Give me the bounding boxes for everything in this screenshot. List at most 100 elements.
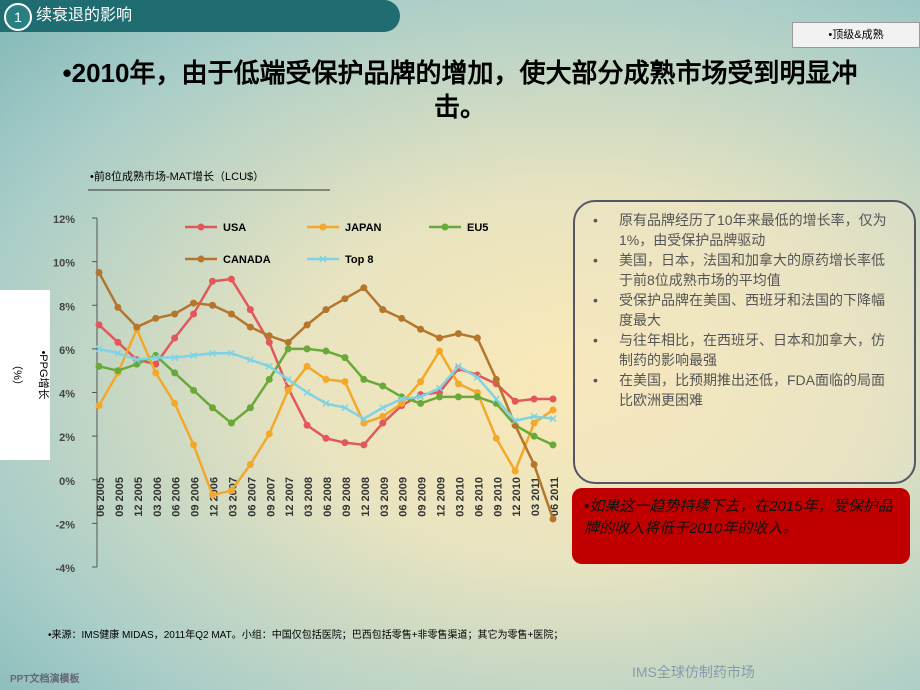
point bbox=[265, 332, 273, 340]
series-line bbox=[98, 347, 554, 446]
point bbox=[492, 434, 500, 442]
point bbox=[246, 356, 254, 364]
point bbox=[341, 404, 349, 412]
point bbox=[417, 378, 425, 386]
y-tick-label: -4% bbox=[55, 563, 75, 575]
point bbox=[190, 441, 198, 449]
point bbox=[436, 334, 443, 342]
point bbox=[341, 378, 349, 386]
x-tick-label: 03 2007 bbox=[227, 477, 239, 517]
point bbox=[209, 491, 216, 499]
point bbox=[360, 375, 368, 383]
legend-label: Top 8 bbox=[345, 254, 374, 266]
point bbox=[209, 277, 216, 285]
point bbox=[511, 397, 519, 405]
x-tick-label: 12 2010 bbox=[511, 477, 523, 517]
legend-marker bbox=[197, 255, 205, 263]
point bbox=[265, 375, 273, 383]
point bbox=[322, 306, 330, 314]
point bbox=[492, 395, 500, 403]
point bbox=[171, 369, 179, 377]
point bbox=[379, 412, 387, 420]
y-tick-label: 2% bbox=[59, 432, 75, 444]
x-tick-label: 06 2007 bbox=[246, 477, 258, 517]
x-tick-label: 06 2011 bbox=[549, 477, 561, 516]
point bbox=[398, 395, 406, 403]
x-tick-label: 06 2005 bbox=[95, 477, 107, 517]
y-tick-label: 6% bbox=[59, 345, 75, 357]
point bbox=[265, 362, 273, 370]
callout: •如果这一趋势持续下去，在2015年，受保护品牌的收入将低于2010年的收入。 bbox=[572, 488, 910, 564]
x-tick-label: 03 2008 bbox=[303, 477, 315, 517]
point bbox=[171, 310, 179, 318]
point bbox=[511, 467, 519, 475]
point bbox=[473, 393, 481, 401]
y-tick-label: 4% bbox=[59, 389, 75, 401]
point bbox=[227, 275, 235, 283]
point bbox=[417, 325, 425, 333]
point bbox=[530, 395, 538, 403]
legend-marker bbox=[197, 223, 205, 231]
point bbox=[246, 460, 254, 468]
point bbox=[190, 299, 198, 307]
x-tick-label: 06 2009 bbox=[398, 477, 410, 517]
point bbox=[473, 334, 481, 342]
point bbox=[190, 351, 198, 359]
point bbox=[530, 432, 538, 440]
point bbox=[171, 334, 179, 342]
point bbox=[417, 393, 425, 401]
point bbox=[303, 388, 311, 397]
x-tick-label: 03 2006 bbox=[152, 477, 164, 517]
footer-center: IMS全球仿制药市场 bbox=[632, 664, 755, 680]
y-tick-label: 8% bbox=[59, 301, 75, 313]
point bbox=[227, 349, 235, 357]
x-tick-label: 09 2006 bbox=[190, 477, 202, 517]
point bbox=[549, 515, 557, 523]
point bbox=[152, 354, 160, 362]
y-tick-label: 10% bbox=[53, 258, 75, 270]
point bbox=[360, 284, 368, 292]
point bbox=[227, 419, 235, 427]
point bbox=[190, 310, 198, 318]
y-label: （%） bbox=[11, 359, 24, 391]
note: 与往年相比，在西班牙、日本和加拿大，仿制药的影响最强 bbox=[593, 330, 898, 370]
point bbox=[152, 369, 160, 377]
y-tick-label: 12% bbox=[53, 214, 75, 226]
y-tick-label: -2% bbox=[55, 519, 75, 531]
x-tick-label: 09 2008 bbox=[341, 477, 353, 517]
point bbox=[114, 349, 122, 357]
x-tick-label: 09 2009 bbox=[417, 477, 429, 517]
point bbox=[322, 434, 330, 442]
point bbox=[114, 367, 122, 375]
point bbox=[171, 354, 179, 362]
point bbox=[549, 415, 557, 423]
point bbox=[152, 314, 160, 322]
x-tick-label: 12 2008 bbox=[360, 477, 372, 517]
point bbox=[492, 375, 500, 383]
legend-marker bbox=[319, 255, 327, 263]
point bbox=[454, 330, 462, 338]
point bbox=[435, 384, 444, 392]
tab-number: 1 bbox=[4, 3, 32, 31]
point bbox=[360, 441, 368, 449]
point bbox=[303, 421, 311, 429]
point bbox=[95, 402, 103, 410]
point bbox=[379, 382, 387, 390]
point bbox=[341, 295, 349, 303]
note: 受保护品牌在美国、西班牙和法国的下降幅度最大 bbox=[593, 290, 898, 330]
point bbox=[303, 362, 311, 370]
x-tick-label: 06 2008 bbox=[322, 477, 334, 517]
point bbox=[379, 419, 387, 427]
legend-label: USA bbox=[223, 222, 246, 234]
chart-title: •前8位成熟市场-MAT增长（LCU$） bbox=[90, 169, 264, 183]
y-label-2: •PPG增长 bbox=[37, 350, 51, 399]
x-tick-label: 09 2005 bbox=[114, 477, 126, 517]
x-tick-label: 12 2005 bbox=[133, 477, 145, 517]
point bbox=[530, 419, 538, 427]
point bbox=[246, 306, 254, 314]
point bbox=[171, 399, 179, 407]
point bbox=[114, 338, 122, 346]
point bbox=[360, 415, 368, 423]
point bbox=[114, 303, 122, 311]
point bbox=[454, 393, 462, 401]
